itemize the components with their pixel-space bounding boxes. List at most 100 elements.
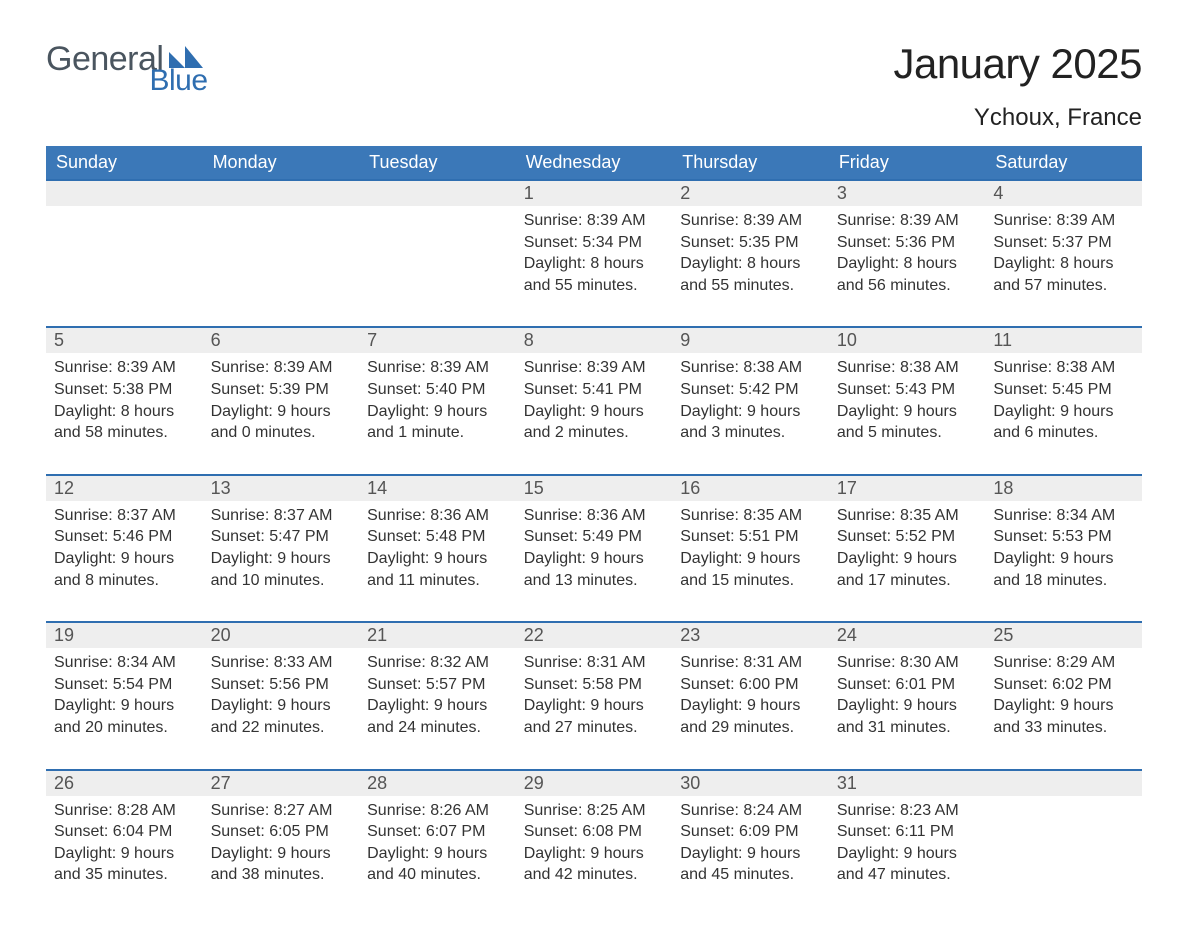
day-info: Sunrise: 8:28 AMSunset: 6:04 PMDaylight:… (54, 800, 195, 886)
sunrise-text: Sunrise: 8:32 AM (367, 652, 508, 674)
day-number-cell: 15 (516, 475, 673, 501)
day-info: Sunrise: 8:39 AMSunset: 5:36 PMDaylight:… (837, 210, 978, 296)
calendar-table: Sunday Monday Tuesday Wednesday Thursday… (46, 146, 1142, 916)
title-block: January 2025 Ychoux, France (893, 40, 1142, 142)
day-info: Sunrise: 8:32 AMSunset: 5:57 PMDaylight:… (367, 652, 508, 738)
brand-logo: General Blue (46, 40, 262, 79)
sunset-text: Sunset: 5:46 PM (54, 526, 195, 548)
date-row: 12131415161718 (46, 475, 1142, 501)
day-number: 28 (367, 773, 387, 793)
daylight-text-2: and 8 minutes. (54, 570, 195, 592)
weekday-header: Saturday (985, 146, 1142, 180)
daylight-text-1: Daylight: 9 hours (211, 401, 352, 423)
day-info: Sunrise: 8:37 AMSunset: 5:47 PMDaylight:… (211, 505, 352, 591)
day-info: Sunrise: 8:38 AMSunset: 5:42 PMDaylight:… (680, 357, 821, 443)
header-row: General Blue January 2025 Ychoux, France (46, 40, 1142, 142)
sunset-text: Sunset: 6:01 PM (837, 674, 978, 696)
daylight-text-1: Daylight: 9 hours (680, 548, 821, 570)
day-info: Sunrise: 8:38 AMSunset: 5:45 PMDaylight:… (993, 357, 1134, 443)
day-number: 3 (837, 183, 847, 203)
daylight-text-2: and 57 minutes. (993, 275, 1134, 297)
sunrise-text: Sunrise: 8:39 AM (367, 357, 508, 379)
day-info-cell: Sunrise: 8:39 AMSunset: 5:36 PMDaylight:… (829, 206, 986, 327)
sunrise-text: Sunrise: 8:27 AM (211, 800, 352, 822)
sunset-text: Sunset: 5:45 PM (993, 379, 1134, 401)
day-info-cell (46, 206, 203, 327)
daylight-text-2: and 15 minutes. (680, 570, 821, 592)
sunrise-text: Sunrise: 8:31 AM (524, 652, 665, 674)
day-number: 7 (367, 330, 377, 350)
day-number-cell: 18 (985, 475, 1142, 501)
daylight-text-1: Daylight: 9 hours (211, 695, 352, 717)
day-info: Sunrise: 8:39 AMSunset: 5:37 PMDaylight:… (993, 210, 1134, 296)
sunset-text: Sunset: 5:52 PM (837, 526, 978, 548)
daylight-text-1: Daylight: 9 hours (837, 401, 978, 423)
day-info-cell: Sunrise: 8:36 AMSunset: 5:49 PMDaylight:… (516, 501, 673, 622)
day-info: Sunrise: 8:26 AMSunset: 6:07 PMDaylight:… (367, 800, 508, 886)
day-info: Sunrise: 8:23 AMSunset: 6:11 PMDaylight:… (837, 800, 978, 886)
day-number: 10 (837, 330, 857, 350)
day-info: Sunrise: 8:34 AMSunset: 5:54 PMDaylight:… (54, 652, 195, 738)
body-row: Sunrise: 8:28 AMSunset: 6:04 PMDaylight:… (46, 796, 1142, 916)
sunset-text: Sunset: 5:42 PM (680, 379, 821, 401)
daylight-text-1: Daylight: 9 hours (524, 695, 665, 717)
weekday-header: Monday (203, 146, 360, 180)
sunrise-text: Sunrise: 8:37 AM (211, 505, 352, 527)
day-info-cell: Sunrise: 8:39 AMSunset: 5:41 PMDaylight:… (516, 353, 673, 474)
daylight-text-1: Daylight: 9 hours (993, 401, 1134, 423)
daylight-text-1: Daylight: 8 hours (837, 253, 978, 275)
daylight-text-2: and 10 minutes. (211, 570, 352, 592)
sunrise-text: Sunrise: 8:36 AM (524, 505, 665, 527)
day-number: 31 (837, 773, 857, 793)
day-number-cell: 30 (672, 770, 829, 796)
day-info-cell: Sunrise: 8:34 AMSunset: 5:54 PMDaylight:… (46, 648, 203, 769)
sunset-text: Sunset: 6:09 PM (680, 821, 821, 843)
sunset-text: Sunset: 5:37 PM (993, 232, 1134, 254)
sunrise-text: Sunrise: 8:39 AM (993, 210, 1134, 232)
day-info-cell: Sunrise: 8:25 AMSunset: 6:08 PMDaylight:… (516, 796, 673, 916)
daylight-text-1: Daylight: 9 hours (367, 843, 508, 865)
daylight-text-1: Daylight: 9 hours (211, 548, 352, 570)
sunrise-text: Sunrise: 8:35 AM (680, 505, 821, 527)
day-info-cell: Sunrise: 8:39 AMSunset: 5:40 PMDaylight:… (359, 353, 516, 474)
day-info: Sunrise: 8:35 AMSunset: 5:51 PMDaylight:… (680, 505, 821, 591)
day-info: Sunrise: 8:35 AMSunset: 5:52 PMDaylight:… (837, 505, 978, 591)
sunrise-text: Sunrise: 8:34 AM (54, 652, 195, 674)
daylight-text-1: Daylight: 9 hours (680, 843, 821, 865)
day-info-cell: Sunrise: 8:39 AMSunset: 5:34 PMDaylight:… (516, 206, 673, 327)
day-info-cell: Sunrise: 8:39 AMSunset: 5:37 PMDaylight:… (985, 206, 1142, 327)
day-info: Sunrise: 8:39 AMSunset: 5:40 PMDaylight:… (367, 357, 508, 443)
body-row: Sunrise: 8:39 AMSunset: 5:34 PMDaylight:… (46, 206, 1142, 327)
day-info-cell: Sunrise: 8:32 AMSunset: 5:57 PMDaylight:… (359, 648, 516, 769)
day-number: 23 (680, 625, 700, 645)
body-row: Sunrise: 8:34 AMSunset: 5:54 PMDaylight:… (46, 648, 1142, 769)
day-number-cell: 7 (359, 327, 516, 353)
sunset-text: Sunset: 5:47 PM (211, 526, 352, 548)
daylight-text-2: and 17 minutes. (837, 570, 978, 592)
day-number-cell: 19 (46, 622, 203, 648)
sunset-text: Sunset: 5:38 PM (54, 379, 195, 401)
day-number: 5 (54, 330, 64, 350)
daylight-text-1: Daylight: 9 hours (524, 843, 665, 865)
day-number: 4 (993, 183, 1003, 203)
day-info: Sunrise: 8:29 AMSunset: 6:02 PMDaylight:… (993, 652, 1134, 738)
day-info: Sunrise: 8:39 AMSunset: 5:38 PMDaylight:… (54, 357, 195, 443)
day-info-cell: Sunrise: 8:39 AMSunset: 5:35 PMDaylight:… (672, 206, 829, 327)
day-number: 29 (524, 773, 544, 793)
brand-word2: Blue (149, 64, 207, 98)
daylight-text-2: and 29 minutes. (680, 717, 821, 739)
day-number-cell: 5 (46, 327, 203, 353)
weekday-header: Wednesday (516, 146, 673, 180)
daylight-text-2: and 0 minutes. (211, 422, 352, 444)
daylight-text-2: and 38 minutes. (211, 864, 352, 886)
daylight-text-1: Daylight: 8 hours (680, 253, 821, 275)
sunset-text: Sunset: 5:35 PM (680, 232, 821, 254)
daylight-text-1: Daylight: 9 hours (367, 548, 508, 570)
daylight-text-1: Daylight: 9 hours (680, 401, 821, 423)
daylight-text-1: Daylight: 8 hours (993, 253, 1134, 275)
sunrise-text: Sunrise: 8:39 AM (54, 357, 195, 379)
sunrise-text: Sunrise: 8:26 AM (367, 800, 508, 822)
day-number-cell: 11 (985, 327, 1142, 353)
sunrise-text: Sunrise: 8:39 AM (524, 357, 665, 379)
day-info: Sunrise: 8:39 AMSunset: 5:34 PMDaylight:… (524, 210, 665, 296)
